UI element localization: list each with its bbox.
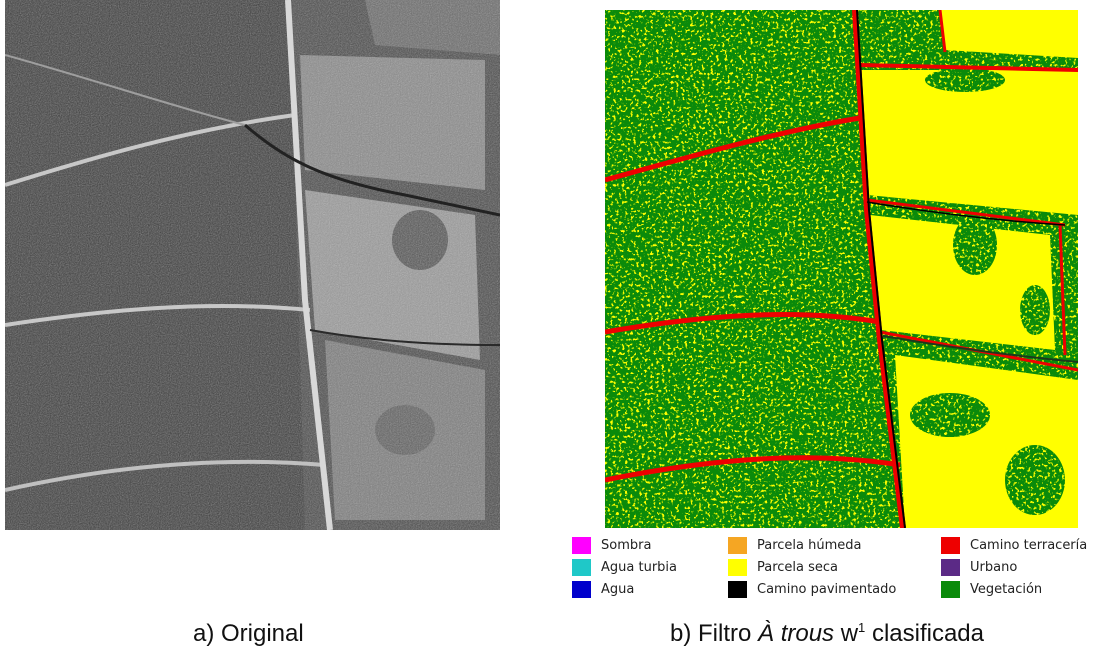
legend-label-sombra: Sombra <box>601 537 652 553</box>
legend-swatch-parcela-seca <box>728 558 747 576</box>
legend-label-parcela-seca: Parcela seca <box>757 559 839 575</box>
legend-item-camino-pavimentado: Camino pavimentado <box>728 579 896 599</box>
legend-item-agua: Agua <box>572 579 634 599</box>
caption-b-suffix: clasificada <box>865 620 985 647</box>
legend-item-vegetacion: Vegetación <box>941 579 1042 599</box>
legend-swatch-parcela-humeda <box>728 536 747 554</box>
classified-image <box>605 10 1078 528</box>
original-image-graphic <box>5 0 500 530</box>
legend-swatch-camino-pavimentado <box>728 580 747 598</box>
original-aerial-image <box>5 0 500 530</box>
legend-label-parcela-humeda: Parcela húmeda <box>757 537 862 553</box>
legend-item-camino-terraceria: Camino terracería <box>941 535 1087 555</box>
caption-b-sup: 1 <box>858 620 866 635</box>
legend-item-parcela-humeda: Parcela húmeda <box>728 535 862 555</box>
legend-item-sombra: Sombra <box>572 535 651 555</box>
caption-b-prefix: b) Filtro <box>670 620 759 647</box>
legend-swatch-camino-terraceria <box>941 536 960 554</box>
legend-swatch-agua <box>572 580 591 598</box>
legend-swatch-agua-turbia <box>572 558 591 576</box>
legend-label-urbano: Urbano <box>970 559 1018 575</box>
legend-label-camino-pavimentado: Camino pavimentado <box>757 581 897 597</box>
caption-b-w: w <box>834 620 859 647</box>
legend-swatch-vegetacion <box>941 580 960 598</box>
legend-swatch-urbano <box>941 558 960 576</box>
legend-swatch-sombra <box>572 536 591 554</box>
legend-label-vegetacion: Vegetación <box>970 581 1043 597</box>
legend-label-camino-terraceria: Camino terracería <box>970 537 1088 553</box>
legend-item-parcela-seca: Parcela seca <box>728 557 838 577</box>
caption-b-italic: À trous <box>758 620 835 647</box>
caption-classified: b) Filtro À trous w1 clasificada <box>670 620 984 648</box>
legend-label-agua-turbia: Agua turbia <box>601 559 677 575</box>
caption-original: a) Original <box>193 620 304 647</box>
legend-label-agua: Agua <box>601 581 635 597</box>
classified-image-graphic <box>605 10 1078 528</box>
legend-item-urbano: Urbano <box>941 557 1017 577</box>
legend-item-agua-turbia: Agua turbia <box>572 557 677 577</box>
classification-legend: Sombra Agua turbia Agua Parcela húmeda P… <box>572 535 1112 615</box>
